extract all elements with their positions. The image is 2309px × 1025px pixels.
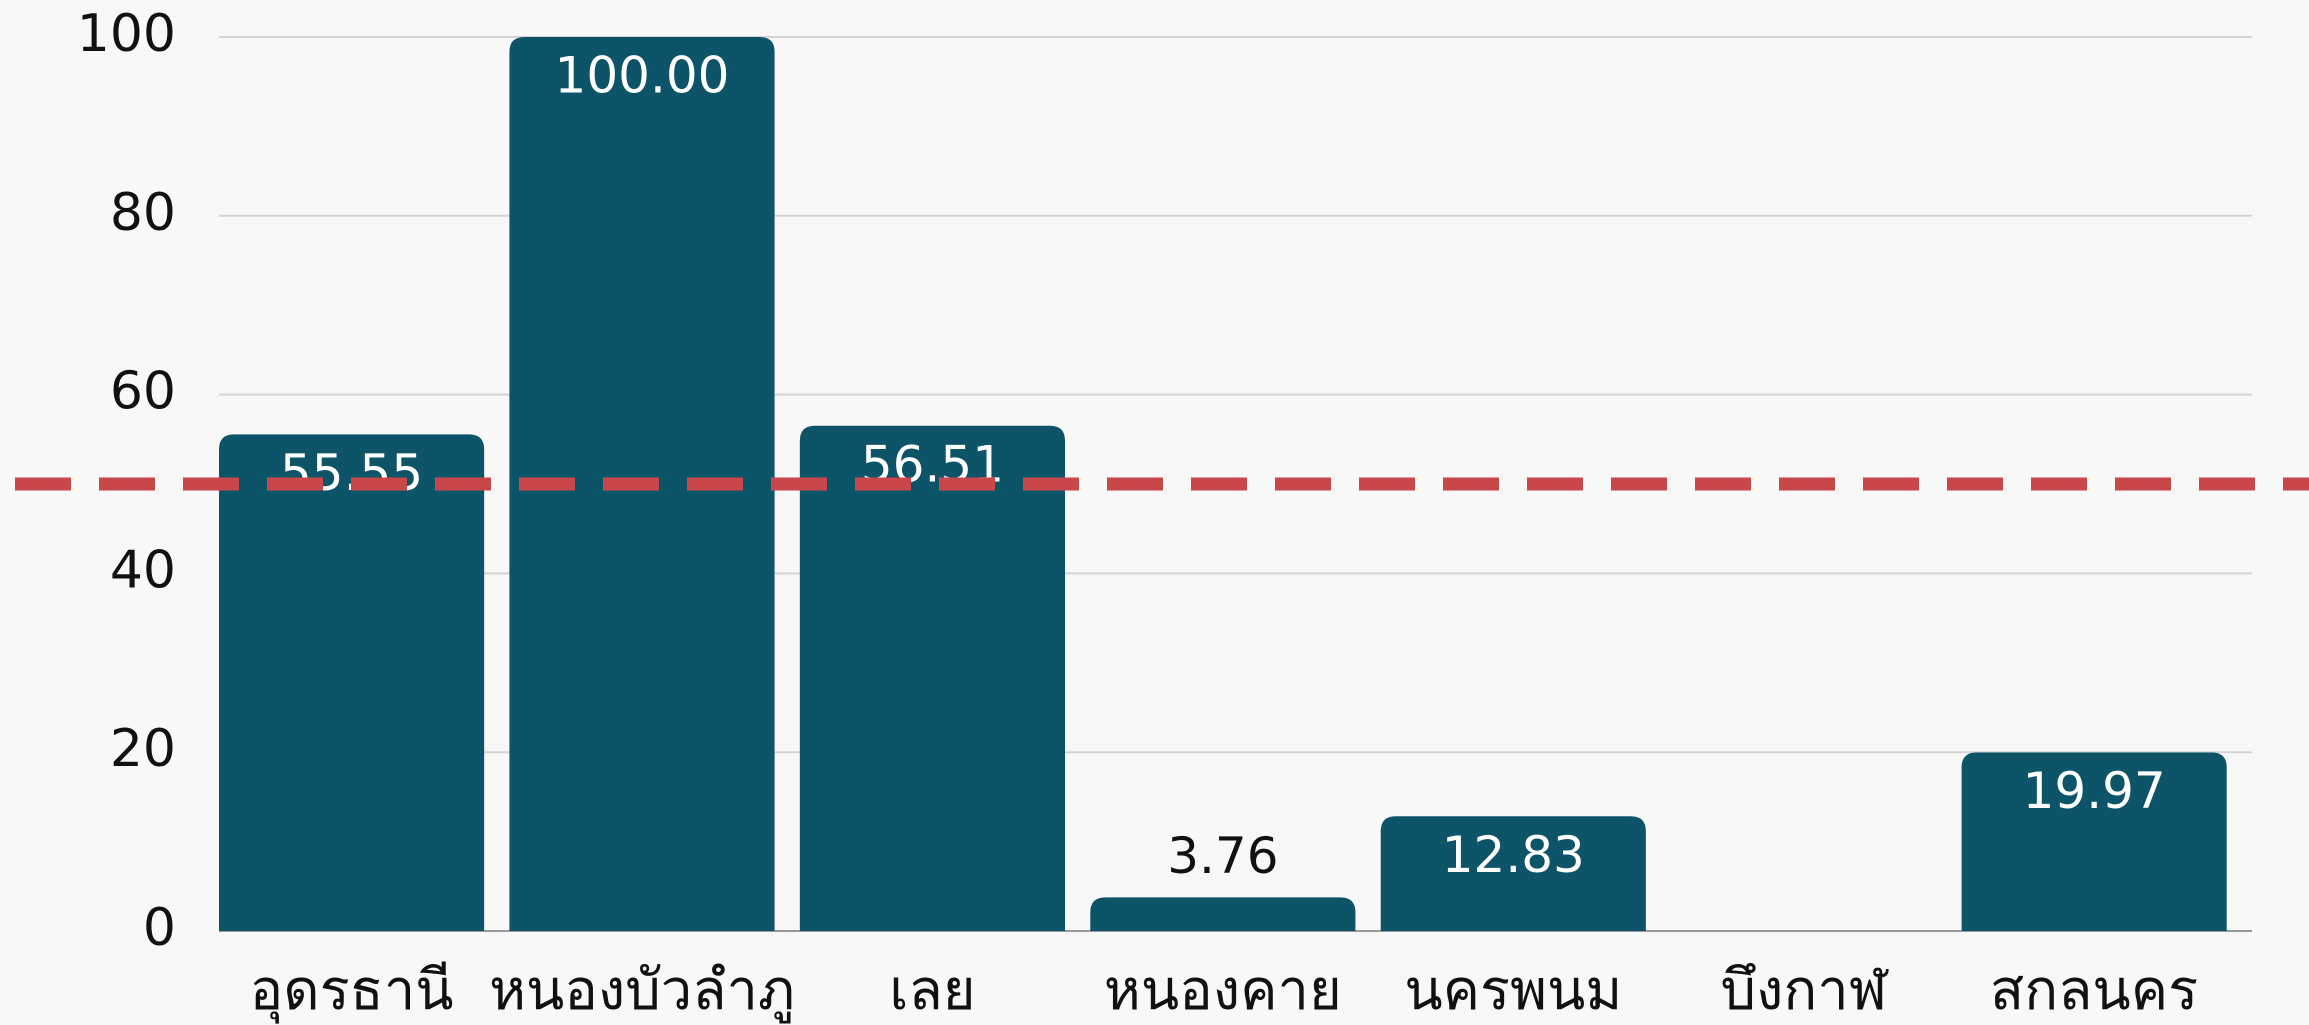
x-tick-label: เลย — [889, 958, 975, 1023]
value-label: 100.00 — [555, 47, 730, 105]
x-tick-label: หนองคาย — [1104, 958, 1342, 1023]
y-tick-label: 80 — [110, 183, 176, 243]
bar — [219, 434, 485, 931]
y-tick-label: 60 — [110, 362, 176, 422]
y-tick-label: 100 — [77, 4, 176, 64]
x-tick-label: บึงกาฬ — [1720, 958, 1888, 1023]
x-tick-label: สกลนคร — [1990, 958, 2198, 1023]
value-label: 55.55 — [280, 444, 423, 502]
x-tick-label: อุดรธานี — [250, 958, 454, 1024]
bar — [1380, 816, 1646, 931]
value-label: 12.83 — [1442, 826, 1585, 884]
bar — [1090, 897, 1356, 931]
y-tick-label: 20 — [110, 719, 176, 779]
bar — [799, 425, 1066, 931]
y-tick-label: 0 — [143, 898, 176, 958]
y-tick-label: 40 — [110, 540, 176, 600]
x-tick-label: นครพนม — [1404, 958, 1622, 1023]
value-label: 19.97 — [2023, 762, 2166, 820]
bar — [1961, 752, 2227, 931]
x-tick-label: หนองบัวลำภู — [489, 958, 795, 1024]
value-label: 3.76 — [1167, 827, 1278, 885]
